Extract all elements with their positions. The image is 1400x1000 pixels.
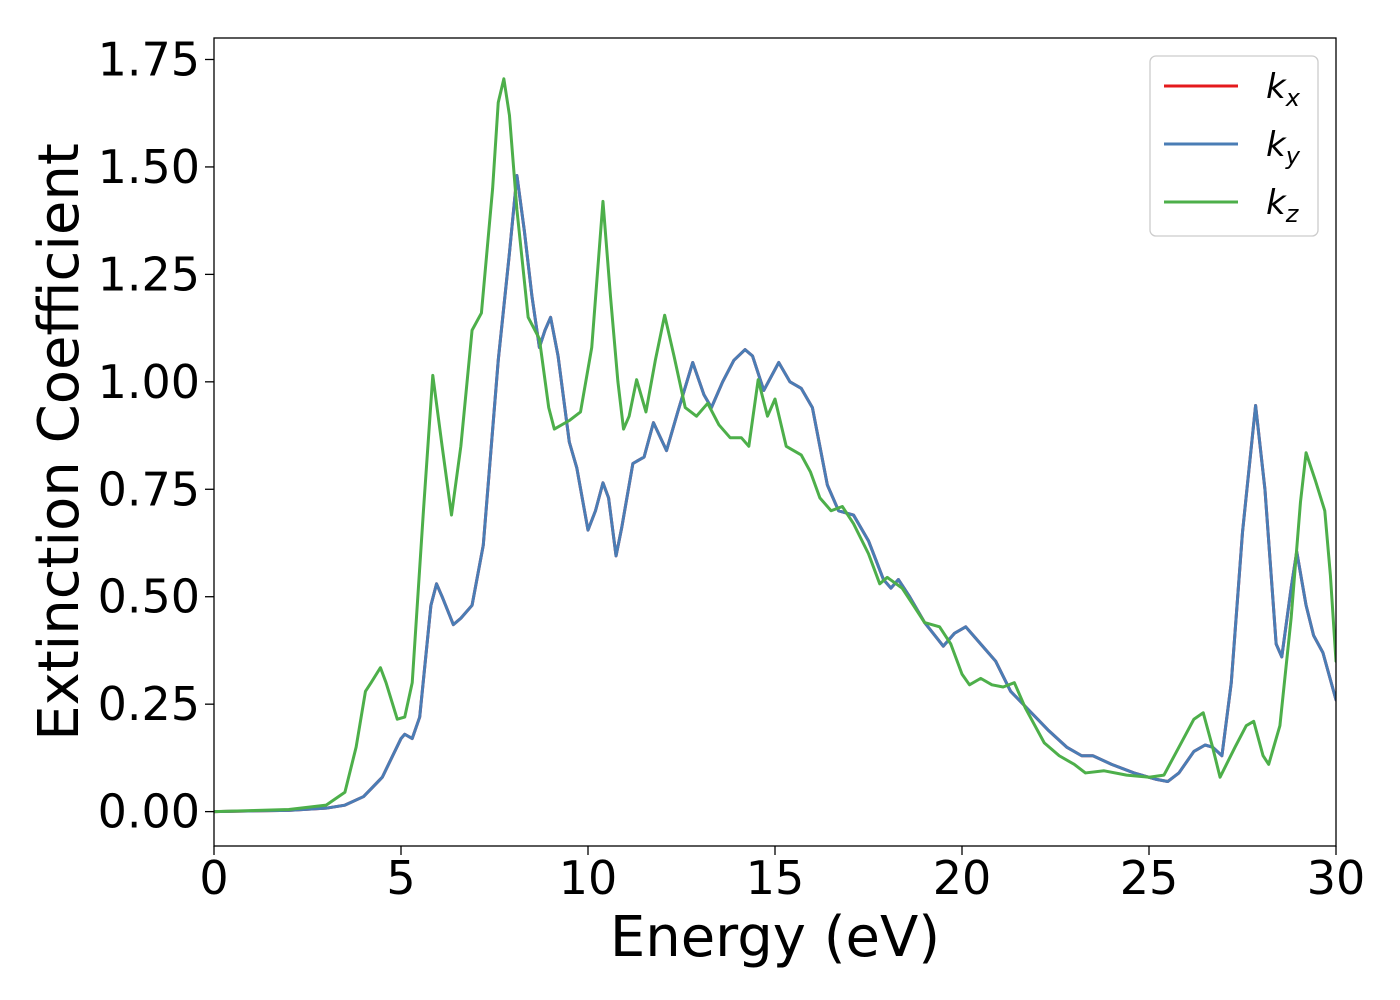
x-axis-title: Energy (eV)	[610, 905, 940, 970]
legend-box	[1149, 55, 1319, 237]
x-tick-label: 30	[1307, 851, 1366, 905]
x-tick-label: 0	[199, 851, 228, 905]
y-tick-label: 1.75	[98, 32, 200, 86]
legend-label-base: k	[1266, 67, 1287, 107]
legend-label-y: ky	[1266, 125, 1301, 170]
y-axis: 0.00 0.25 0.50 0.75 1.00 1.25 1.50 1.75	[98, 32, 214, 839]
y-tick-label: 0.50	[98, 570, 200, 624]
x-tick-label: 10	[559, 851, 618, 905]
y-tick-label: 1.50	[98, 140, 200, 194]
x-tick-label: 15	[746, 851, 805, 905]
y-axis-title: Extinction Coefficient	[27, 143, 92, 741]
y-tick-label: 0.75	[98, 462, 200, 516]
y-tick-label: 1.25	[98, 247, 200, 301]
x-tick-label: 25	[1120, 851, 1179, 905]
legend-label-subscript: x	[1285, 84, 1301, 112]
x-tick-label: 20	[933, 851, 992, 905]
x-tick-label: 5	[386, 851, 415, 905]
legend-label-base: k	[1266, 183, 1287, 223]
series-line-y	[214, 174, 1336, 814]
x-axis: 0 5 10 15 20 25 30	[199, 846, 1365, 905]
legend-label-subscript: y	[1285, 142, 1301, 170]
y-tick-label: 0.00	[98, 785, 200, 839]
legend-label-z: kz	[1266, 183, 1300, 228]
legend-label-subscript: z	[1285, 200, 1300, 228]
legend-label-x: kx	[1266, 67, 1301, 112]
series-layer	[214, 77, 1336, 814]
legend-label-base: k	[1266, 125, 1287, 165]
y-tick-label: 1.00	[98, 355, 200, 409]
y-tick-label: 0.25	[98, 677, 200, 731]
series-line-z	[214, 77, 1336, 814]
